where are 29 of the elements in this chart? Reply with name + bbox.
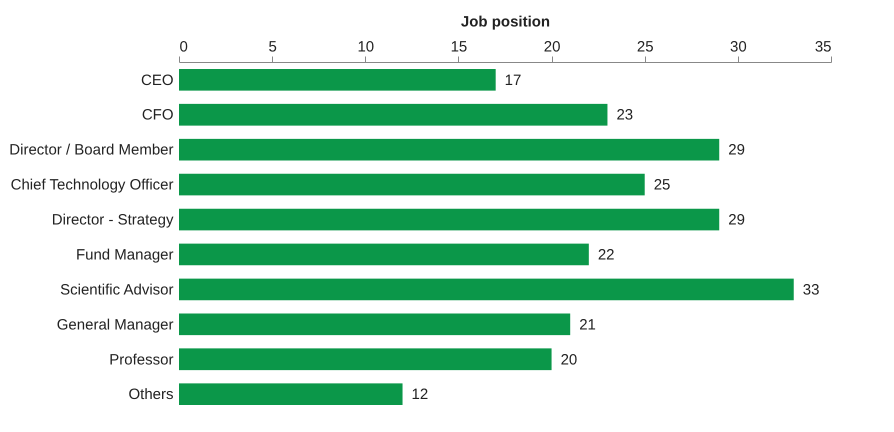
y-tick-label: CFO xyxy=(142,106,174,124)
x-tick-label: 20 xyxy=(544,38,560,56)
data-label: 33 xyxy=(802,281,820,298)
data-label: 21 xyxy=(579,316,596,334)
y-tick-label: Scientific Advisor xyxy=(60,281,174,298)
x-tick-label: 15 xyxy=(450,38,468,56)
data-label: 23 xyxy=(616,106,634,124)
x-tick-label: 25 xyxy=(636,38,654,56)
y-tick-label: General Manager xyxy=(56,316,174,334)
data-label: 25 xyxy=(654,176,670,194)
x-tick-label: 10 xyxy=(357,38,374,56)
data-label: 29 xyxy=(728,212,745,229)
data-label: 12 xyxy=(412,386,428,404)
y-tick-label: Director / Board Member xyxy=(9,142,174,159)
y-tick-label: Professor xyxy=(109,351,174,368)
data-label: 20 xyxy=(560,351,578,368)
data-label: 29 xyxy=(728,142,745,159)
x-axis-title: Job position xyxy=(460,14,550,30)
y-tick-label: Fund Manager xyxy=(76,246,174,264)
y-tick-label: Others xyxy=(128,386,174,404)
data-label: 17 xyxy=(504,72,522,89)
y-tick-label: Director - Strategy xyxy=(52,212,174,229)
x-tick-label: 30 xyxy=(730,38,747,56)
x-tick-label: 5 xyxy=(268,38,277,56)
y-tick-label: Chief Technology Officer xyxy=(10,176,174,194)
data-label: 22 xyxy=(598,246,615,264)
y-tick-label: CEO xyxy=(140,72,174,89)
x-tick-label: 0 xyxy=(180,38,188,56)
x-tick-label: 35 xyxy=(814,38,832,56)
